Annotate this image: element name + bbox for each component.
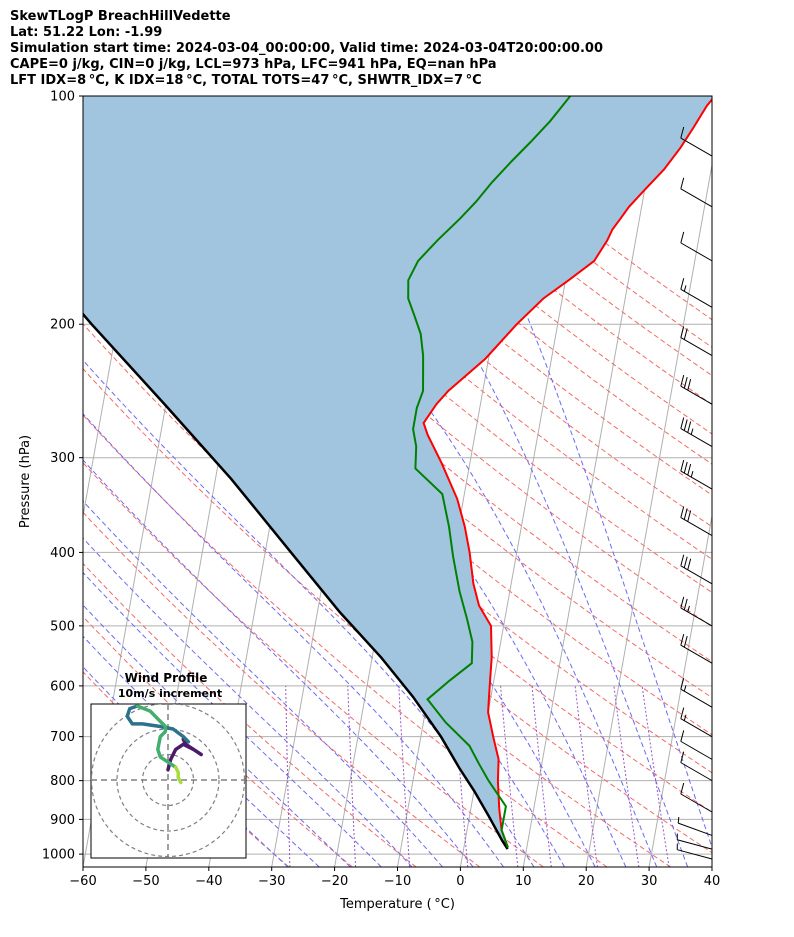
hodograph-inset: Wind Profile 10m/s increment xyxy=(90,671,247,859)
dry-adiabat-line xyxy=(226,96,712,496)
hodograph-trace xyxy=(125,704,191,744)
chart-header: SkewTLogP BreachHillVedette Lat: 51.22 L… xyxy=(10,9,603,89)
moist-adiabat-line xyxy=(418,96,712,849)
x-tick-label: 40 xyxy=(704,874,721,889)
wind-barb xyxy=(680,177,713,208)
dry-adiabat-line xyxy=(83,462,544,867)
wind-barb xyxy=(680,782,713,813)
mixing-ratio-line xyxy=(500,685,519,867)
hodograph-plot xyxy=(91,704,246,858)
wind-barb xyxy=(680,634,713,664)
wind-barb xyxy=(680,126,713,157)
wind-barb xyxy=(680,751,713,782)
cin-shaded-area xyxy=(83,96,712,850)
wind-barb xyxy=(680,554,713,585)
dry-adiabat-line xyxy=(83,414,608,867)
dry-adiabat-line xyxy=(83,323,712,854)
chart-title: SkewTLogP BreachHillVedette xyxy=(10,9,231,24)
hodograph-trace xyxy=(173,765,183,785)
y-tick-label: 1000 xyxy=(42,848,75,863)
profiles xyxy=(83,96,712,850)
moist-adiabat-line xyxy=(83,666,289,867)
wind-barb xyxy=(680,459,713,490)
mixing-ratio-line xyxy=(347,685,357,867)
wind-barb xyxy=(680,278,713,308)
stability-line: CAPE=0 j/kg, CIN=0 j/kg, LCL=973 hPa, LF… xyxy=(10,57,497,72)
x-tick-label: −50 xyxy=(132,874,159,889)
moist-adiabat-line xyxy=(83,500,443,867)
wind-barb xyxy=(680,596,713,627)
x-tick-label: −10 xyxy=(384,874,411,889)
moist-adiabat-line xyxy=(83,537,413,867)
isotherm-line xyxy=(711,864,712,867)
wind-barb xyxy=(676,833,713,850)
wind-barb xyxy=(680,375,713,405)
mixing-ratio-line xyxy=(613,685,640,867)
y-tick-label: 500 xyxy=(50,619,75,634)
location-line: Lat: 51.22 Lon: -1.99 xyxy=(10,25,163,40)
y-tick-label: 700 xyxy=(50,730,75,745)
y-axis-label: Pressure (hPa) xyxy=(18,435,33,528)
mixing-ratio-line xyxy=(285,685,291,867)
y-tick-label: 600 xyxy=(50,679,75,694)
mixing-ratio-line xyxy=(574,685,598,867)
mixing-ratio-line xyxy=(398,685,411,867)
y-tick-label: 400 xyxy=(50,546,75,561)
dewpoint-profile-line xyxy=(407,96,572,848)
isotherm-line xyxy=(648,513,712,867)
hodograph-trace xyxy=(166,737,203,772)
dry-adiabat-line xyxy=(83,562,417,867)
mixing-ratio-line xyxy=(531,685,552,867)
wind-barbs xyxy=(676,126,713,860)
moist-adiabat-line xyxy=(83,571,382,867)
mixing-ratio-line xyxy=(641,685,670,867)
wind-barb xyxy=(676,843,713,860)
time-line: Simulation start time: 2024-03-04_00:00:… xyxy=(10,41,603,56)
x-tick-label: −40 xyxy=(195,874,222,889)
y-tick-label: 800 xyxy=(50,774,75,789)
mixing-ratio-line xyxy=(453,685,469,867)
y-tick-label: 100 xyxy=(50,90,75,105)
x-tick-label: −60 xyxy=(69,874,96,889)
y-tick-label: 900 xyxy=(50,813,75,828)
hodograph-title: Wind Profile xyxy=(125,671,208,685)
temperature-profile-line xyxy=(422,97,712,848)
isotherm-line xyxy=(585,162,712,867)
wind-barb xyxy=(680,707,713,738)
y-tick-label: 300 xyxy=(50,451,75,466)
x-tick-label: −30 xyxy=(258,874,285,889)
x-tick-label: −20 xyxy=(321,874,348,889)
x-axis-label: Temperature ( °C) xyxy=(339,897,455,912)
x-tick-label: 0 xyxy=(456,874,464,889)
axes: −60 −50 −40 −30 −20 −10 0 10 20 30 40 1000 900 800 700… xyxy=(18,90,720,913)
wind-barb xyxy=(680,678,713,708)
index-line: LFT IDX=8 °C, K IDX=18 °C, TOTAL TOTS=47… xyxy=(10,73,482,88)
parcel-profile-line xyxy=(83,312,509,850)
isotherm-line xyxy=(83,96,96,168)
x-tick-label: 20 xyxy=(578,874,595,889)
hodograph-subtitle: 10m/s increment xyxy=(118,687,222,700)
wind-barb xyxy=(680,506,713,536)
wind-barb xyxy=(680,730,713,760)
moist-adiabat-line xyxy=(283,96,689,867)
wind-barb xyxy=(677,816,713,836)
y-tick-label: 200 xyxy=(50,318,75,333)
hodograph-trace xyxy=(135,704,178,770)
wind-barb xyxy=(680,417,713,447)
wind-barb xyxy=(680,231,713,262)
wind-barb xyxy=(680,326,713,357)
x-tick-label: 10 xyxy=(515,874,532,889)
x-tick-label: 30 xyxy=(641,874,658,889)
